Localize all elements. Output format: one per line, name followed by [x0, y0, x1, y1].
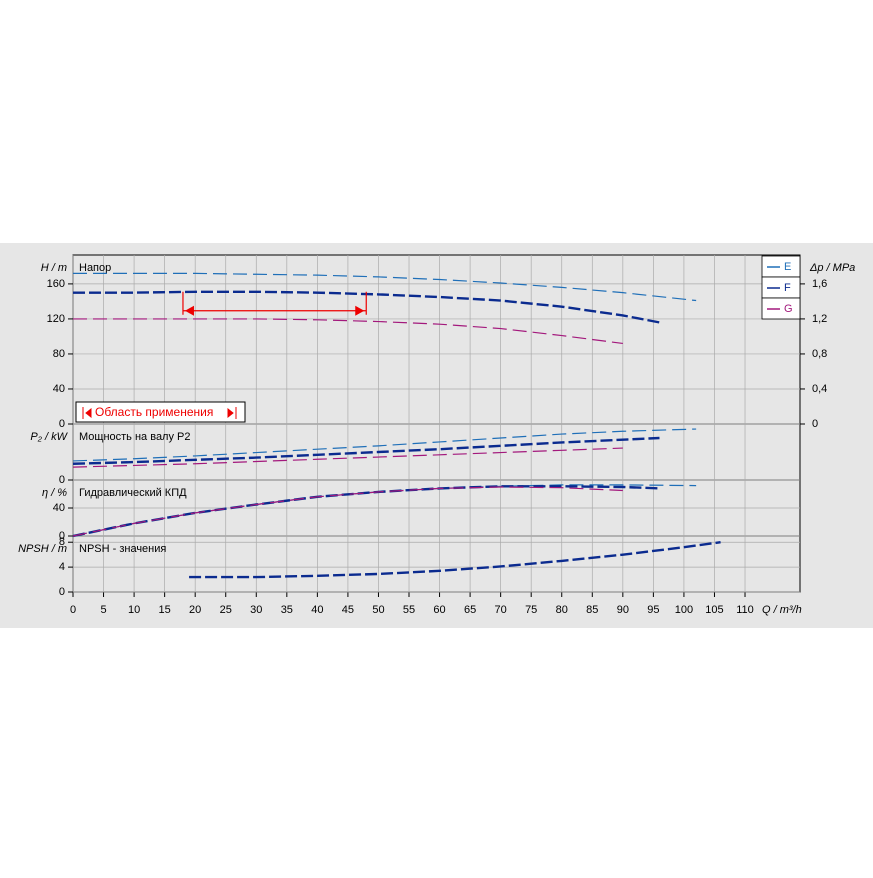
x-tick-label: 10 [128, 604, 140, 616]
curve [72, 447, 623, 468]
x-tick-label: 85 [586, 604, 598, 616]
legend-box [761, 297, 801, 320]
y-tick-label: 40 [53, 502, 65, 514]
x-tick-label: 15 [159, 604, 171, 616]
y-axis-label: η / % [42, 487, 67, 499]
x-tick-label: 95 [647, 604, 659, 616]
panel-title: NPSH - значения [79, 543, 166, 555]
y-axis-label: P₂ / kW [30, 431, 68, 443]
y-tick-label: 80 [53, 348, 65, 360]
x-tick-label: 80 [556, 604, 568, 616]
annotation: Область применения [95, 405, 213, 419]
panel-title: Напор [79, 262, 111, 274]
x-tick-label: 65 [464, 604, 476, 616]
y-tick-label: 120 [47, 313, 65, 325]
y-axis-label: NPSH / m [18, 543, 67, 555]
curve [73, 272, 697, 302]
plot-area [72, 423, 801, 481]
y-tick-label: 0 [59, 418, 65, 430]
x-tick-label: 25 [220, 604, 232, 616]
y-tick-label: 8 [59, 536, 65, 548]
x-tick-label: 50 [372, 604, 384, 616]
y2-tick-label: 0,8 [812, 348, 827, 360]
x-tick-label: 100 [675, 604, 693, 616]
x-axis-label: Q / m³/h [762, 604, 802, 616]
operating-range-bracket [182, 291, 367, 315]
x-tick-label: 30 [250, 604, 262, 616]
plot-area [72, 535, 801, 593]
curve [72, 436, 660, 465]
x-tick-label: 90 [617, 604, 629, 616]
x-tick-label: 75 [525, 604, 537, 616]
y-tick-label: 40 [53, 383, 65, 395]
y2-axis-label: Δp / MPa [809, 262, 855, 274]
y2-tick-label: 1,6 [812, 278, 827, 290]
panel-title: Гидравлический КПД [79, 487, 187, 499]
x-tick-label: 105 [705, 604, 723, 616]
panel-title: Мощность на валу P2 [79, 431, 191, 443]
arrow [184, 305, 194, 316]
x-tick-label: 40 [311, 604, 323, 616]
x-tick-label: 60 [433, 604, 445, 616]
curve [72, 486, 623, 537]
legend-label: G [784, 303, 793, 315]
x-tick-label: 55 [403, 604, 415, 616]
arrow [355, 305, 365, 316]
y2-tick-label: 1,2 [812, 313, 827, 325]
x-tick-label: 5 [100, 604, 106, 616]
x-tick-label: 20 [189, 604, 201, 616]
legend-label: F [784, 282, 791, 294]
legend-label: E [784, 261, 791, 273]
y-tick-label: 160 [47, 278, 65, 290]
x-tick-label: 70 [495, 604, 507, 616]
curve [72, 428, 697, 462]
curve [189, 541, 721, 579]
y2-tick-label: 0,4 [812, 383, 827, 395]
plot-area [72, 254, 801, 425]
x-tick-label: 110 [736, 604, 754, 616]
curve [73, 318, 623, 345]
y-axis-label: H / m [41, 262, 67, 274]
y-tick-label: 0 [59, 586, 65, 598]
annotation-box [75, 401, 246, 423]
annotation-marks [82, 407, 237, 419]
y-tick-label: 4 [59, 561, 65, 573]
x-tick-label: 45 [342, 604, 354, 616]
curve [73, 290, 660, 324]
x-tick-label: 35 [281, 604, 293, 616]
x-tick-label: 0 [70, 604, 76, 616]
y-tick-label: 0 [59, 530, 65, 542]
y2-tick-label: 0 [812, 418, 818, 430]
y-tick-label: 0 [59, 474, 65, 486]
